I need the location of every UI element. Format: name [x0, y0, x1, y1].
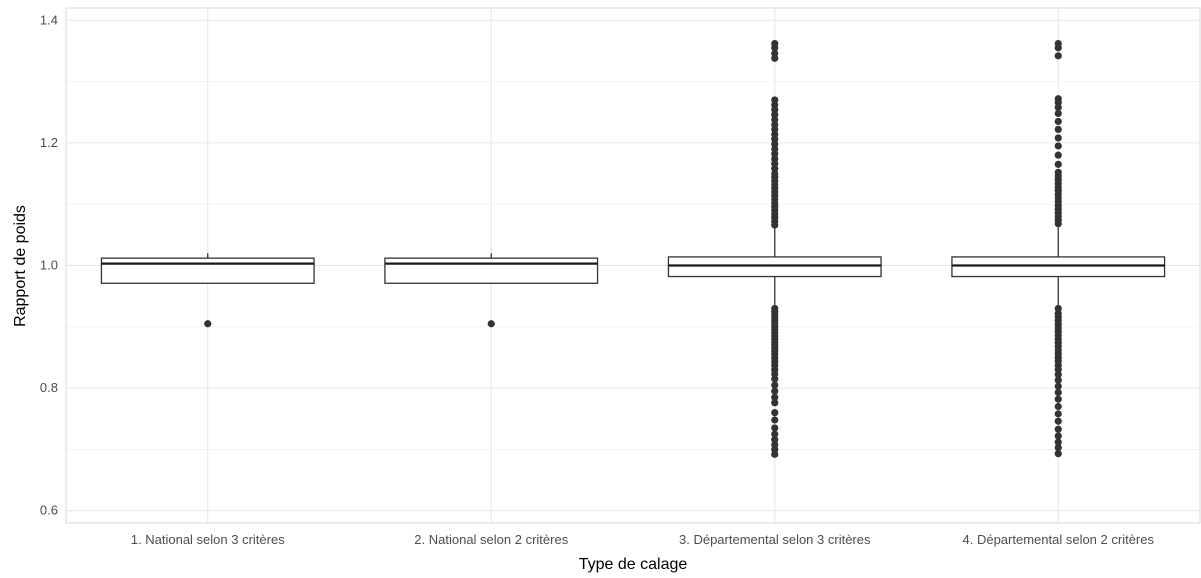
plot-panel [65, 7, 1201, 524]
outlier-point [1054, 151, 1062, 159]
box-iqr [100, 257, 315, 284]
outlier-point [1054, 304, 1062, 313]
outlier-point [771, 304, 779, 313]
x-axis: 1. National selon 3 critères 2. National … [131, 532, 1155, 547]
outlier-point [1054, 142, 1062, 150]
y-tick-label: 1.2 [40, 135, 58, 150]
outlier-point [771, 409, 779, 417]
outlier-point [204, 320, 212, 328]
outlier-point [771, 416, 779, 424]
outlier-point [1054, 395, 1062, 403]
outlier-point [1054, 388, 1062, 397]
outlier-point [1054, 95, 1062, 103]
outlier-point [1054, 438, 1062, 446]
outlier-point [1054, 39, 1062, 48]
outlier-point [771, 424, 779, 432]
outlier-point [1054, 450, 1062, 458]
outlier-point [1054, 125, 1062, 133]
y-tick-label: 1.4 [40, 12, 58, 27]
box-iqr [667, 256, 882, 278]
x-tick-label: 2. National selon 2 critères [414, 532, 568, 547]
outlier-point [771, 399, 779, 407]
x-tick-label: 3. Départemental selon 3 critères [679, 532, 871, 547]
outlier-point [1054, 52, 1062, 60]
outlier-point [1054, 425, 1062, 433]
box-iqr [384, 257, 599, 284]
outlier-point [771, 393, 779, 401]
y-tick-label: 0.8 [40, 380, 58, 395]
outlier-point [1054, 117, 1062, 126]
x-tick-label: 4. Départemental selon 2 critères [963, 532, 1155, 547]
outlier-point [1054, 417, 1062, 425]
outlier-point [1054, 160, 1062, 168]
boxplot-group [384, 253, 599, 328]
x-axis-title: Type de calage [579, 556, 688, 573]
outlier-point [1054, 382, 1062, 390]
outlier-point [771, 387, 779, 395]
outlier-point [1054, 443, 1062, 452]
outlier-point [1054, 432, 1062, 440]
outlier-point [771, 96, 779, 104]
outlier-point [771, 39, 779, 48]
box-iqr [951, 256, 1166, 278]
outlier-point [1054, 402, 1062, 411]
outlier-point [771, 381, 779, 389]
boxplot-group [951, 39, 1166, 458]
outlier-point [1054, 109, 1062, 118]
y-tick-label: 0.6 [40, 503, 58, 518]
outlier-point [1054, 134, 1062, 142]
boxplot-group [100, 253, 315, 328]
outlier-point [771, 436, 779, 444]
outlier-point [771, 49, 779, 57]
outlier-point [487, 320, 495, 328]
y-tick-label: 1.0 [40, 258, 58, 273]
outlier-point [771, 430, 779, 438]
outlier-point [1054, 410, 1062, 418]
y-axis-title: Rapport de poids [12, 205, 29, 327]
y-axis: 0.6 0.8 1.0 1.2 1.4 [40, 12, 58, 517]
x-tick-label: 1. National selon 3 critères [131, 532, 285, 547]
outlier-point [1054, 168, 1062, 176]
boxplot-marks [100, 39, 1166, 458]
boxplot-group [667, 39, 882, 458]
outlier-point [1054, 376, 1062, 384]
